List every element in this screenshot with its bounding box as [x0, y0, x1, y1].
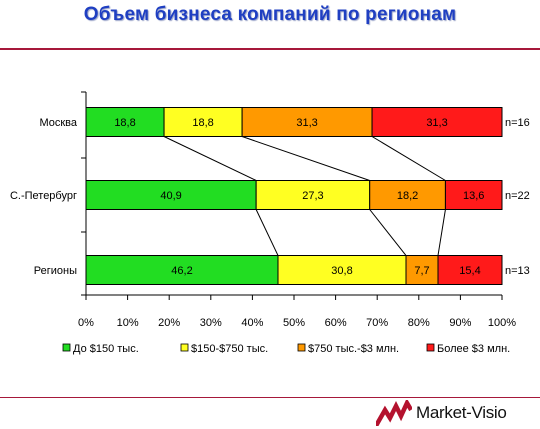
- slide-title: Объем бизнеса компаний по регионам: [83, 4, 457, 25]
- series-connector-line: [369, 209, 407, 256]
- bar-value-label: 27,3: [302, 190, 323, 202]
- x-tick-label: 40%: [241, 317, 263, 329]
- bar-segment: [163, 107, 243, 137]
- market-visio-logo: Market-Visio: [376, 400, 536, 426]
- legend-swatch: [62, 343, 71, 352]
- sample-size-label: n=13: [505, 265, 530, 277]
- category-label: Москва: [39, 117, 77, 129]
- bar-segment: [371, 107, 503, 137]
- bar-value-label: 30,8: [331, 265, 352, 277]
- bar-value-label: 7,7: [414, 265, 429, 277]
- series-connector-line: [163, 136, 257, 181]
- series-connector-line: [437, 209, 446, 256]
- x-tick-label: 100%: [488, 317, 516, 329]
- x-tick-label: 30%: [200, 317, 222, 329]
- footer-divider: [0, 397, 540, 398]
- legend-swatch: [426, 343, 435, 352]
- bar-segment: [444, 180, 503, 210]
- bar-segment: [85, 180, 257, 210]
- x-tick-label: 70%: [366, 317, 388, 329]
- legend-label: $150-$750 тыс.: [191, 343, 268, 355]
- bar-value-label: 31,3: [426, 117, 447, 129]
- category-label: Регионы: [34, 265, 77, 277]
- legend-label: $750 тыс.-$3 млн.: [308, 343, 399, 355]
- title-divider: [0, 48, 540, 50]
- bar-value-label: 18,8: [114, 117, 135, 129]
- bar-value-label: 18,8: [192, 117, 213, 129]
- x-tick-label: 80%: [408, 317, 430, 329]
- sample-size-label: n=16: [505, 117, 530, 129]
- brand-name: Market-Visio: [416, 403, 507, 422]
- bar-segment: [405, 255, 439, 285]
- bar-segment: [437, 255, 503, 285]
- bar-segment: [85, 107, 165, 137]
- legend-swatch: [180, 343, 189, 352]
- bar-value-label: 15,4: [459, 265, 480, 277]
- series-connector-line: [371, 136, 446, 181]
- category-label: С.-Петербург: [10, 190, 77, 202]
- x-tick-label: 20%: [158, 317, 180, 329]
- market-visio-logo-icon: [376, 400, 412, 426]
- x-tick-label: 50%: [283, 317, 305, 329]
- bar-value-label: 18,2: [397, 190, 418, 202]
- bar-value-label: 46,2: [171, 265, 192, 277]
- legend-swatch: [297, 343, 306, 352]
- sample-size-label: n=22: [505, 190, 530, 202]
- x-tick-label: 60%: [325, 317, 347, 329]
- x-tick-label: 10%: [117, 317, 139, 329]
- series-connector-line: [241, 136, 370, 181]
- series-connector-line: [255, 209, 279, 256]
- bar-value-label: 13,6: [463, 190, 484, 202]
- bar-segment: [369, 180, 446, 210]
- bar-segment: [241, 107, 373, 137]
- bar-segment: [277, 255, 407, 285]
- bar-value-label: 31,3: [296, 117, 317, 129]
- x-tick-label: 90%: [449, 317, 471, 329]
- bar-segment: [255, 180, 371, 210]
- x-tick-label: 0%: [78, 317, 94, 329]
- bar-segment: [85, 255, 279, 285]
- bar-value-label: 40,9: [160, 190, 181, 202]
- legend-label: До $150 тыс.: [73, 343, 139, 355]
- legend-label: Более $3 млн.: [437, 343, 510, 355]
